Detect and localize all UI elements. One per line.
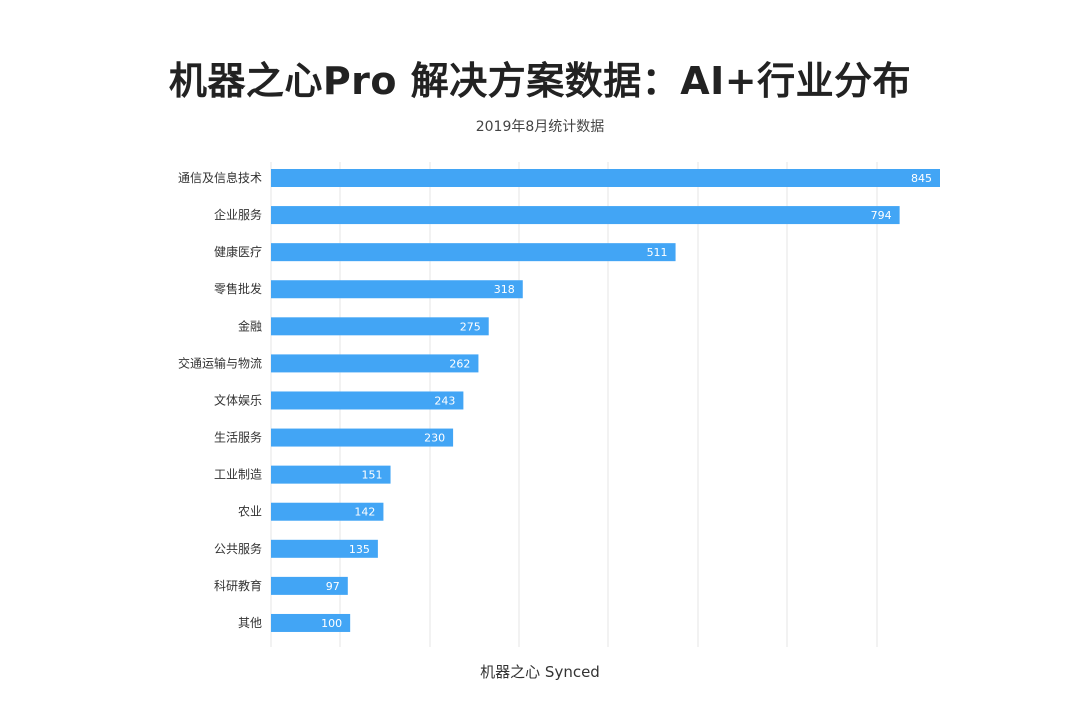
bar — [271, 428, 454, 447]
source-credit: 机器之心 Synced — [480, 663, 600, 681]
bar — [271, 502, 384, 521]
bar — [271, 280, 523, 299]
category-label: 工业制造 — [214, 468, 262, 482]
bar — [271, 539, 378, 558]
category-label: 生活服务 — [214, 430, 262, 445]
bar — [271, 317, 489, 336]
value-label: 794 — [871, 209, 892, 222]
bar — [271, 169, 940, 187]
bar — [271, 206, 900, 225]
bar — [271, 613, 351, 632]
category-label: 公共服务 — [214, 541, 262, 556]
value-label: 318 — [494, 283, 515, 296]
value-label: 230 — [424, 432, 445, 445]
category-label: 交通运输与物流 — [178, 355, 262, 370]
category-label: 农业 — [238, 505, 262, 519]
value-label: 151 — [362, 469, 383, 482]
category-label: 文体娱乐 — [214, 392, 262, 407]
value-label: 275 — [460, 320, 481, 333]
category-label: 零售批发 — [214, 281, 262, 296]
value-label: 142 — [354, 506, 375, 519]
value-label: 845 — [911, 172, 932, 185]
category-label: 企业服务 — [214, 207, 262, 222]
value-label: 511 — [647, 246, 668, 259]
value-label: 100 — [321, 617, 342, 630]
bar — [271, 391, 464, 410]
bar — [271, 243, 676, 262]
value-label: 135 — [349, 543, 370, 556]
value-label: 243 — [434, 394, 455, 407]
bar — [271, 354, 479, 373]
bar — [271, 576, 348, 595]
category-label: 通信及信息技术 — [178, 170, 262, 185]
chart-subtitle: 2019年8月统计数据 — [475, 119, 605, 135]
chart-title: 机器之心Pro 解决方案数据：AI+行业分布 — [168, 59, 912, 103]
category-label: 科研教育 — [214, 578, 262, 593]
category-label: 健康医疗 — [214, 244, 262, 259]
category-label: 金融 — [238, 318, 262, 333]
category-label: 其他 — [238, 616, 262, 630]
value-label: 262 — [449, 357, 470, 370]
value-label: 97 — [326, 580, 340, 593]
bar — [271, 465, 391, 484]
